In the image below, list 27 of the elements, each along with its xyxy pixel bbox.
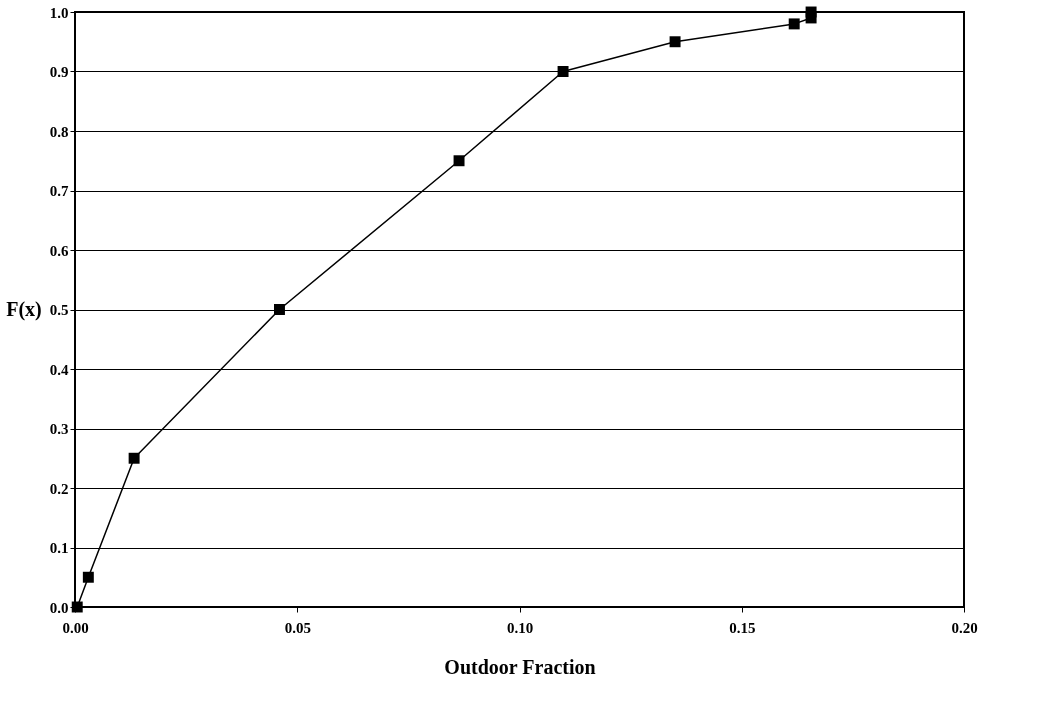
x-tick-label: 0.20 — [951, 619, 978, 636]
y-tick-label: 0.8 — [49, 123, 69, 140]
x-tick-label: 0.10 — [506, 619, 534, 636]
y-tick-label: 1.0 — [49, 4, 69, 21]
y-tick-label: 0.0 — [49, 599, 69, 616]
point — [453, 155, 465, 167]
point — [71, 601, 83, 613]
point — [82, 571, 94, 583]
y-tick-label: 0.4 — [49, 361, 69, 378]
point — [805, 6, 817, 18]
point — [128, 452, 140, 464]
point — [788, 18, 800, 30]
y-tick-label: 0.7 — [49, 183, 69, 199]
x-tick-label: 0.05 — [284, 619, 311, 636]
y-tick-label: 0.9 — [49, 64, 69, 80]
x-axis-title: Outdoor Fraction — [444, 655, 596, 678]
y-tick-label: 0.6 — [49, 242, 69, 259]
x-tick-label: 0.00 — [62, 619, 89, 636]
y-tick-label: 0.3 — [49, 421, 69, 437]
y-tick-label: 0.5 — [49, 302, 69, 318]
y-tick-label: 0.1 — [49, 540, 69, 556]
x-tick-label: 0.15 — [729, 619, 756, 636]
y-axis-title: F(x) — [6, 297, 42, 321]
point — [669, 36, 681, 48]
y-tick-label: 0.2 — [49, 480, 69, 497]
point — [557, 66, 569, 77]
point — [273, 304, 285, 315]
